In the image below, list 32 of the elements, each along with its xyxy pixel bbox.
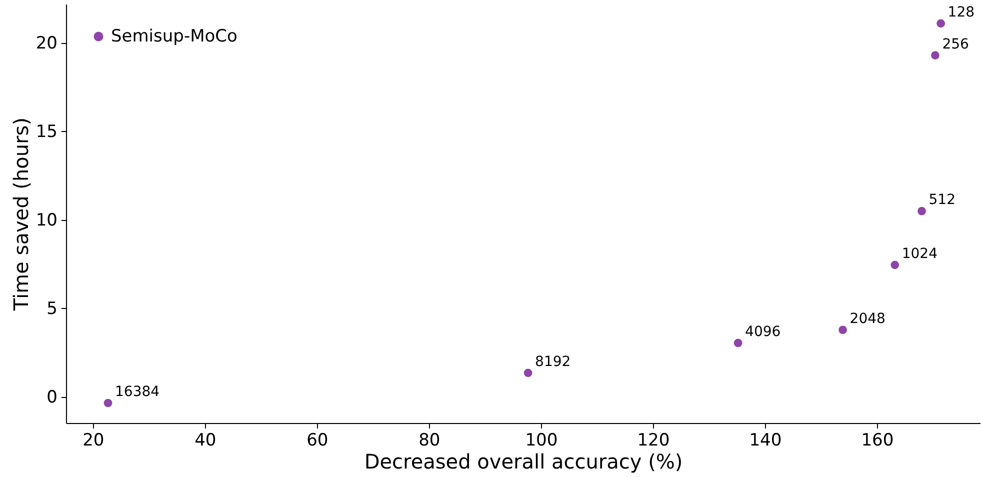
annotation: 4096 — [745, 324, 781, 340]
point — [936, 19, 945, 28]
y-tick-label: 20 — [36, 33, 58, 54]
x-tick-label: 160 — [861, 430, 894, 450]
x-tick-label: 100 — [525, 430, 558, 450]
legend-label: Semisup-MoCo — [111, 26, 238, 46]
y-axis-title: Time saved (hours) — [8, 117, 33, 312]
point — [890, 260, 900, 270]
point — [104, 398, 112, 408]
annotation: 8192 — [535, 354, 571, 370]
point — [931, 51, 940, 60]
point — [838, 326, 847, 334]
point — [524, 368, 532, 378]
point — [918, 206, 926, 216]
x-tick-label: 80 — [418, 430, 440, 450]
y-tick-label: 0 — [46, 387, 58, 408]
y-tick-label: 10 — [36, 210, 58, 230]
annotation: 16384 — [115, 384, 160, 400]
x-axis-title: Decreased overall accuracy (%) — [364, 450, 683, 474]
point — [734, 338, 742, 348]
annotation: 512 — [928, 192, 956, 208]
annotation: 128 — [948, 4, 975, 20]
x-tick-label: 120 — [637, 430, 670, 450]
y-tick-label: 5 — [46, 298, 58, 319]
annotation: 2048 — [850, 310, 886, 327]
y-tick-label: 15 — [36, 122, 58, 142]
x-tick-label: 20 — [82, 430, 104, 450]
x-tick-label: 60 — [306, 430, 328, 450]
x-tick-label: 40 — [194, 430, 216, 450]
annotation: 1024 — [902, 246, 938, 262]
x-tick-label: 140 — [749, 430, 782, 450]
annotation: 256 — [942, 36, 970, 52]
